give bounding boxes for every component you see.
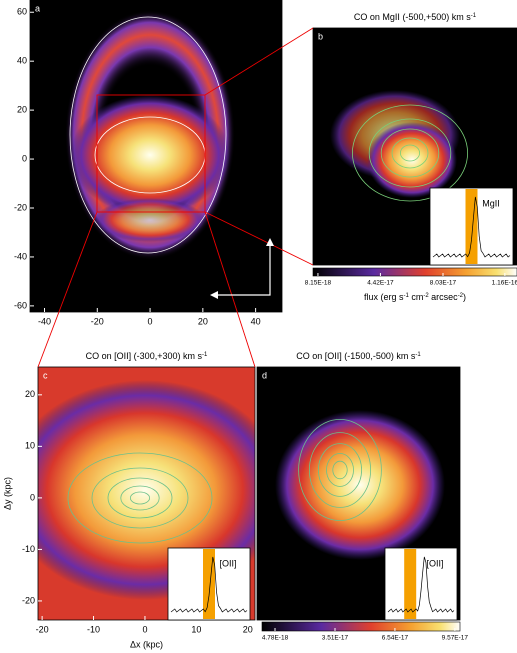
y-tick-label: -40: [14, 251, 27, 261]
colorbar: [313, 268, 517, 276]
x-tick-label: 40: [251, 316, 261, 326]
title-part: CO on [OII] (-300,+300) km s: [86, 351, 203, 361]
label-part: flux (erg s: [364, 292, 404, 302]
y-tick-label: 40: [17, 56, 27, 66]
colorbar-tick-label: 4.42E-17: [367, 280, 394, 287]
x-tick-label: -20: [36, 624, 49, 634]
panel-label: c: [43, 370, 48, 380]
x-tick-label: -20: [91, 316, 104, 326]
colorbar-tick-label: 1.16E-16: [492, 280, 517, 287]
x-tick-label: 20: [243, 624, 253, 634]
inset-band: [404, 549, 416, 619]
panel-title: CO on [OII] (-1500,-500) km s-1: [296, 351, 421, 361]
colorbar-tick-label: 9.57E-17: [442, 635, 469, 642]
title-part: CO on [OII] (-1500,-500) km s: [296, 351, 416, 361]
y-tick-label: -10: [22, 544, 35, 554]
colorbar-tick-label: 8.03E-17: [430, 280, 457, 287]
colorbar-tick-label: 6.54E-17: [382, 635, 409, 642]
label-part: arcsec: [429, 292, 459, 302]
y-tick-label: -20: [22, 595, 35, 605]
title-part: -1: [471, 13, 477, 19]
x-tick-label: 0: [142, 624, 147, 634]
colorbar-tick-label: 8.15E-18: [305, 280, 332, 287]
y-tick-label: 10: [25, 441, 35, 451]
x-tick-label: 10: [191, 624, 201, 634]
y-tick-label: 20: [25, 389, 35, 399]
x-tick-label: 20: [198, 316, 208, 326]
colorbar-tick-label: 4.78E-18: [262, 635, 289, 642]
panel-label: b: [318, 31, 323, 41]
y-tick-label: 20: [17, 104, 27, 114]
colorbar: [262, 622, 460, 631]
inset-label: [OII]: [219, 558, 236, 568]
y-tick-label: 60: [17, 7, 27, 17]
label-part: cm: [409, 292, 424, 302]
y-tick-label: -20: [14, 202, 27, 212]
x-axis-label: Δx (kpc): [130, 639, 163, 649]
panel-label: a: [35, 3, 40, 13]
x-tick-label: 0: [148, 316, 153, 326]
core: [70, 95, 230, 215]
panel-label: d: [262, 370, 267, 380]
label-part: ): [463, 292, 466, 302]
figure: a -40 -20 0 20 40 -60 -40 -20 0 20 40 60 b CO on MgII …: [0, 0, 517, 653]
panel: [30, 0, 282, 312]
y-tick-label: 0: [22, 153, 27, 163]
panel-title: CO on MgII (-500,+500) km s-1: [354, 12, 477, 22]
x-tick-label: -10: [87, 624, 100, 634]
colorbar-label: flux (erg s-1 cm-2 arcsec-2): [364, 292, 466, 302]
title-part: -1: [415, 352, 421, 358]
y-tick-label: 0: [30, 492, 35, 502]
inset-label: MgII: [482, 198, 500, 208]
x-tick-label: -40: [38, 316, 51, 326]
panel-title: CO on [OII] (-300,+300) km s-1: [86, 351, 208, 361]
y-axis-label: Δy (kpc): [2, 477, 12, 510]
title-part: CO on MgII (-500,+500) km s: [354, 12, 471, 22]
colorbar-tick-label: 3.51E-17: [322, 635, 349, 642]
title-part: -1: [202, 352, 208, 358]
inset-label: [OII]: [426, 558, 443, 568]
y-tick-label: -60: [14, 300, 27, 310]
